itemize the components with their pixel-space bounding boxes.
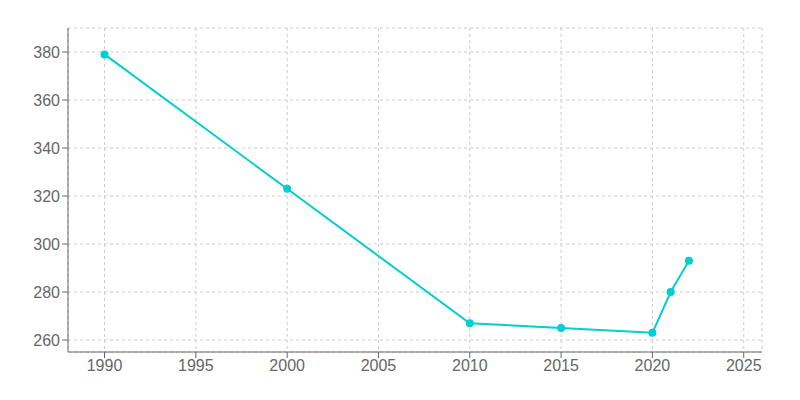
- svg-text:280: 280: [33, 284, 60, 301]
- svg-text:2025: 2025: [726, 357, 762, 374]
- svg-text:2020: 2020: [635, 357, 671, 374]
- svg-text:2000: 2000: [269, 357, 305, 374]
- svg-text:300: 300: [33, 236, 60, 253]
- svg-text:380: 380: [33, 44, 60, 61]
- svg-text:1990: 1990: [87, 357, 123, 374]
- svg-text:260: 260: [33, 332, 60, 349]
- svg-text:2015: 2015: [543, 357, 579, 374]
- svg-text:360: 360: [33, 92, 60, 109]
- svg-text:2010: 2010: [452, 357, 488, 374]
- svg-text:1995: 1995: [178, 357, 214, 374]
- svg-text:320: 320: [33, 188, 60, 205]
- svg-text:2005: 2005: [361, 357, 397, 374]
- svg-text:340: 340: [33, 140, 60, 157]
